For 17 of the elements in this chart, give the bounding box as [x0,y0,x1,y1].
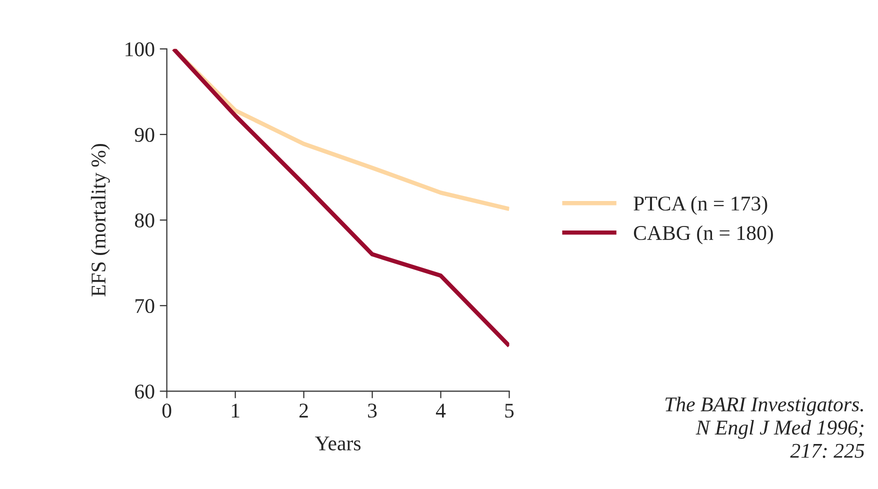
x-tick-label: 3 [368,404,377,418]
y-tick-label: 100 [126,42,154,56]
x-tick-label: 0 [162,404,172,418]
x-tick-label: 4 [436,404,446,418]
text: The BARI Investigators. N Engl J Med 1996; 217: 225 [665,396,864,458]
y-axis-title: EFS (mortality %) [90,144,110,296]
x-tick-label: 1 [232,404,240,418]
x-axis-title: Years [315,436,361,450]
y-tick-label: 80 [134,213,154,228]
line-series [172,48,510,348]
x-tick-label: 5 [505,404,514,418]
x-tick-label: 2 [299,404,308,418]
legend-label: PTCA (n = 173) [634,196,768,215]
y-tick-label: 60 [135,384,154,399]
y-tick-label: 90 [134,128,154,142]
y-tick-label: 70 [136,299,154,314]
legend-label: CABG (n = 180) [634,225,773,244]
